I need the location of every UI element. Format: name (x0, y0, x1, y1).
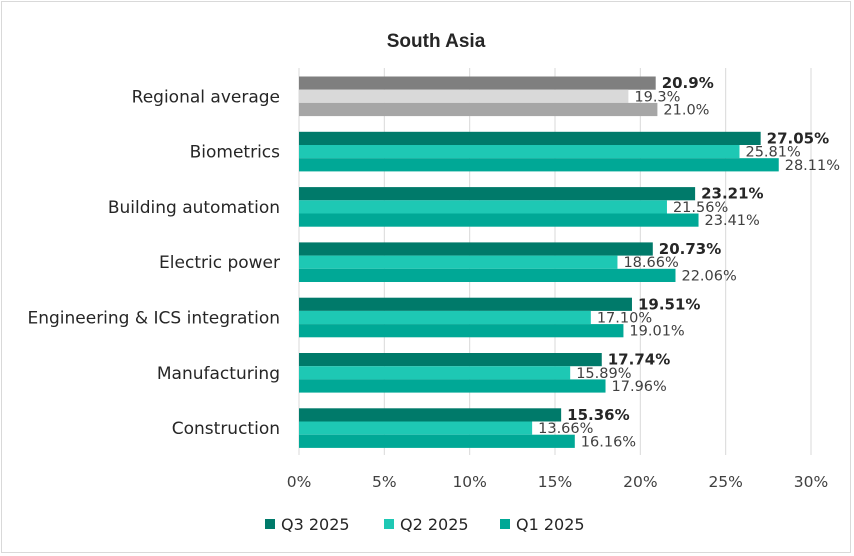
category-label: Engineering & ICS integration (27, 309, 280, 329)
bar-q3-2025 (299, 408, 562, 422)
x-tick-label: 20% (623, 473, 657, 491)
data-label: 17.10% (597, 311, 652, 327)
data-label: 20.73% (659, 240, 721, 258)
data-label: 22.06% (681, 268, 736, 284)
data-label: 18.66% (623, 255, 678, 271)
data-label: 19.51% (638, 295, 700, 313)
legend-swatch (384, 519, 394, 529)
bar-q3-2025 (299, 353, 602, 367)
data-label: 19.3% (634, 89, 680, 105)
x-tick-label: 30% (794, 473, 828, 491)
bar-q2-2025 (299, 89, 629, 103)
data-label: 15.89% (576, 366, 631, 382)
bar-q3-2025 (299, 297, 632, 311)
bar-q2-2025 (299, 145, 740, 159)
data-label: 23.41% (705, 213, 760, 229)
x-tick-label: 15% (538, 473, 572, 491)
data-label: 17.74% (608, 351, 670, 369)
x-tick-label: 10% (452, 473, 486, 491)
data-labels: 20.9%19.3%21.0%27.05%25.81%28.11%23.21%2… (538, 74, 840, 450)
data-label: 15.36% (567, 406, 629, 424)
data-label: 25.81% (745, 145, 800, 161)
data-label: 19.01% (629, 324, 684, 340)
category-label: Construction (172, 419, 280, 439)
category-labels: Regional average Biometrics Building autom… (27, 87, 280, 439)
bar-q3-2025 (299, 131, 761, 145)
legend-label: Q1 2025 (516, 515, 585, 534)
bar-q3-2025 (299, 76, 656, 90)
bar-q2-2025 (299, 200, 667, 214)
bar-q1-2025 (299, 102, 658, 117)
bar-q1-2025 (299, 158, 779, 172)
category-label: Building automation (108, 198, 280, 218)
chart-title: South Asia (387, 31, 486, 52)
data-label: 17.96% (612, 379, 667, 395)
legend: Q3 2025 Q2 2025 Q1 2025 (265, 515, 585, 534)
bars (299, 76, 779, 448)
bar-q2-2025 (299, 421, 533, 435)
data-label: 20.9% (662, 74, 714, 92)
legend-label: Q2 2025 (400, 515, 469, 534)
data-label: 21.56% (673, 200, 728, 216)
data-label: 16.16% (581, 434, 636, 450)
data-label: 28.11% (785, 158, 840, 174)
legend-swatch (500, 519, 510, 529)
x-tick-label: 25% (708, 473, 742, 491)
bar-q1-2025 (299, 434, 575, 448)
category-label: Electric power (159, 253, 280, 273)
bar-q2-2025 (299, 310, 591, 325)
data-label: 27.05% (767, 129, 829, 147)
bar-q1-2025 (299, 379, 606, 393)
bar-q1-2025 (299, 213, 699, 227)
x-axis-ticks: 0% 5% 10% 15% 20% 25% 30% (287, 473, 829, 491)
legend-label: Q3 2025 (281, 515, 350, 534)
legend-swatch (265, 519, 275, 529)
bar-q2-2025 (299, 255, 618, 269)
data-label: 13.66% (538, 421, 593, 437)
x-tick-label: 5% (372, 473, 397, 491)
category-label: Manufacturing (157, 364, 280, 384)
bar-q3-2025 (299, 187, 696, 201)
data-label: 21.0% (663, 103, 709, 119)
bar-q1-2025 (299, 324, 624, 338)
data-label: 23.21% (701, 185, 763, 203)
category-label: Regional average (132, 87, 280, 107)
category-label: Biometrics (190, 143, 281, 163)
bar-q3-2025 (299, 242, 653, 256)
bar-q1-2025 (299, 268, 676, 282)
x-tick-label: 0% (287, 473, 312, 491)
bar-q2-2025 (299, 366, 571, 380)
